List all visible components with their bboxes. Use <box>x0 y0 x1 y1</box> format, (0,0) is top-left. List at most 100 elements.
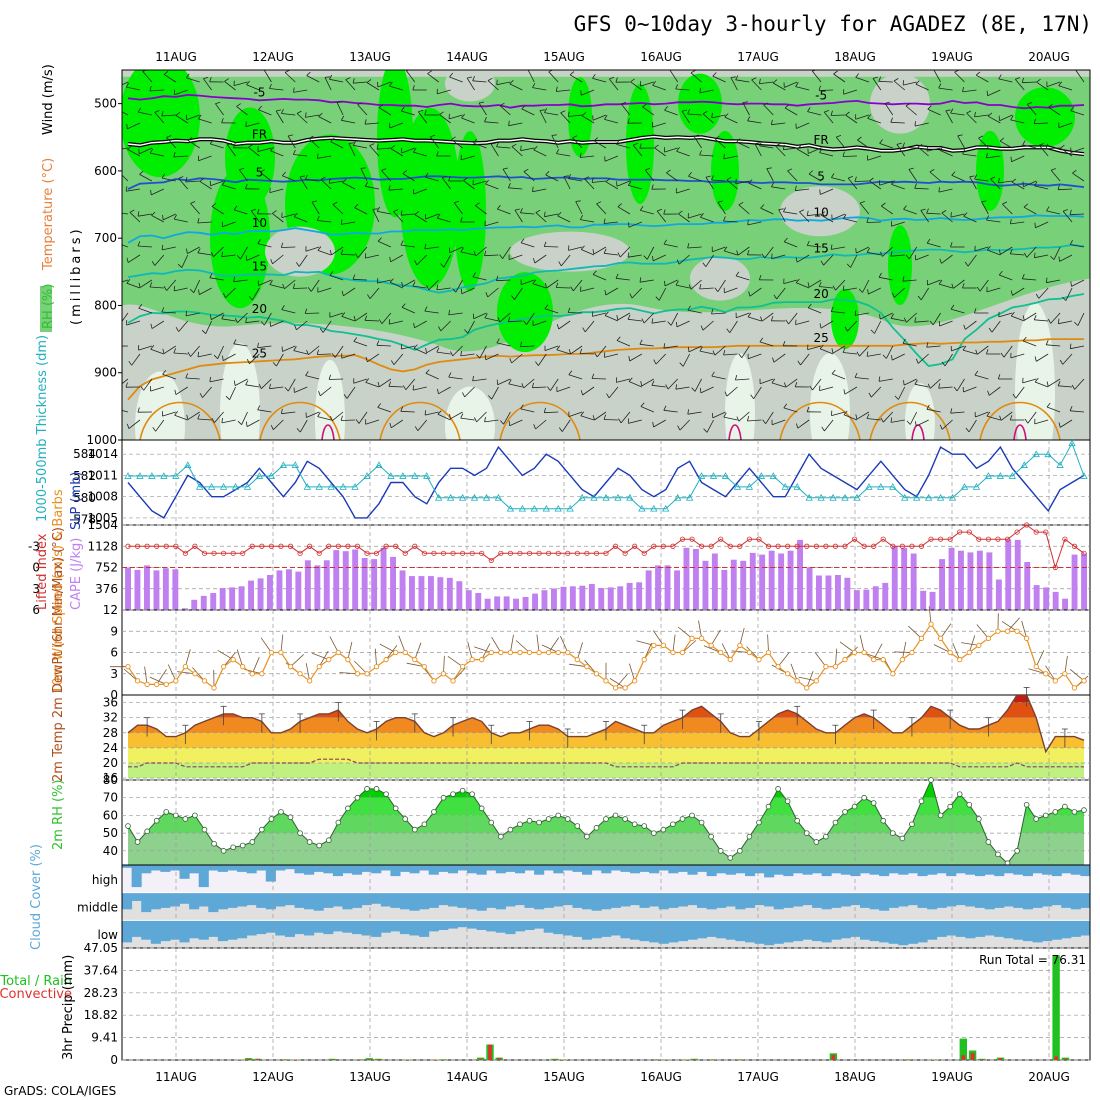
rh2m-marker <box>794 817 800 824</box>
li-marker <box>307 543 313 549</box>
wind-barb <box>596 345 607 358</box>
wind-barb <box>820 320 834 329</box>
wind10-marker <box>421 664 428 670</box>
wind-barb-flag <box>305 112 307 118</box>
wind-barb <box>627 254 642 258</box>
total-rain-label: Total / Rain <box>0 974 72 989</box>
cloud-bar <box>677 865 688 872</box>
wind-barb-flag <box>555 86 558 92</box>
wind-barb <box>855 77 870 83</box>
wind-barb <box>317 155 332 159</box>
wind-barb-flag <box>962 345 967 351</box>
wind10-barb <box>866 653 884 660</box>
wind-barb-flag <box>998 177 1000 183</box>
wind-barb-flag <box>272 362 277 367</box>
wind-barb-flag <box>1033 315 1037 320</box>
wind-barb <box>1070 110 1085 116</box>
wind-barb-flag <box>1058 422 1061 428</box>
wind10-marker <box>459 664 466 670</box>
wind-barb-flag <box>906 420 911 425</box>
wind10-barb <box>123 668 138 682</box>
wind10-marker <box>918 635 925 641</box>
date-tick-top: 17AUG <box>737 50 779 64</box>
wind-barb <box>317 353 332 355</box>
wind-barb <box>726 179 738 190</box>
wind-barb-flag <box>560 110 566 114</box>
wind-barb-flag <box>842 285 845 291</box>
wind-barb <box>377 407 392 413</box>
rh2m-marker <box>698 819 705 826</box>
wind-barb-flag <box>677 425 681 431</box>
cloud-bar <box>447 892 458 907</box>
wind-barb <box>1053 246 1061 260</box>
slp-line <box>127 445 1085 519</box>
cloud-bar <box>658 920 669 944</box>
cloud-bar <box>467 920 478 929</box>
wind-barb <box>353 144 368 149</box>
wind10-barb <box>814 652 827 667</box>
wind-barb <box>281 213 296 218</box>
rh2m-marker <box>220 848 227 854</box>
wind-barb <box>508 254 523 260</box>
wind10-marker <box>784 671 791 677</box>
cape-bar <box>835 575 841 610</box>
wind-barb-flag <box>366 79 372 83</box>
wind-barb <box>276 353 284 367</box>
wind-barb <box>214 411 224 423</box>
wind-barb-flag <box>794 381 798 387</box>
wind10-marker <box>354 671 361 677</box>
wind-barb-flag <box>748 179 753 184</box>
wind-barb <box>173 352 188 355</box>
cloud-bar <box>275 920 286 936</box>
wind-barb-flag <box>1045 340 1049 345</box>
cape-bar <box>210 593 217 610</box>
wind-barb-flag <box>547 386 551 391</box>
cape-bar <box>939 559 945 610</box>
wind-barb-flag <box>1034 377 1039 383</box>
rh2m-marker <box>1023 801 1030 808</box>
wind10-barb <box>414 642 422 660</box>
wind10-marker <box>306 678 313 684</box>
wind-barb <box>245 122 260 127</box>
thickness-marker <box>327 483 335 490</box>
wind-barb <box>257 409 272 413</box>
precip-tick-label: 47.05 <box>84 941 118 955</box>
cloud-bar <box>160 892 171 908</box>
pressure-tick-label: 500 <box>94 97 117 111</box>
cape-bar <box>797 539 803 610</box>
wind-barb <box>393 353 404 365</box>
wind-barb-flag <box>723 349 726 356</box>
wind-barb-flag <box>603 248 607 254</box>
rh-dry-blob <box>810 353 850 440</box>
wind-barb <box>154 112 165 124</box>
wind-barb-flag <box>642 103 647 108</box>
wind-barb <box>151 320 165 329</box>
wind-barb <box>890 419 905 423</box>
precip-convective-bar <box>1063 1058 1068 1060</box>
wind-barb-flag <box>543 407 546 413</box>
wind-barb-flag <box>568 370 573 375</box>
wind-barb <box>544 308 559 314</box>
wind-barb-flag <box>197 351 199 357</box>
wind-barb-flag <box>294 324 297 330</box>
wind-barb <box>425 176 439 182</box>
wind10-barb <box>576 642 583 660</box>
wind-barb-flag <box>245 380 249 385</box>
wind-barb-flag <box>760 204 765 209</box>
wind-barb <box>572 137 583 149</box>
wind-barb <box>187 411 200 420</box>
isotherm-label: -5 <box>253 85 265 99</box>
wind-barb <box>688 213 702 219</box>
wind-barb-flag <box>324 76 331 78</box>
wind-barb <box>1034 122 1049 125</box>
wind-barb <box>496 146 511 149</box>
cloud-bar <box>1061 892 1072 908</box>
wind-barb-flag <box>523 168 529 172</box>
li-marker <box>1033 529 1039 535</box>
wind-barb <box>914 383 929 388</box>
wind-barb-flag <box>609 76 615 80</box>
precip-convective-bar <box>553 1059 557 1060</box>
wind-barb <box>240 246 248 260</box>
wind-barb-flag <box>293 346 297 351</box>
thickness-marker <box>554 504 562 512</box>
